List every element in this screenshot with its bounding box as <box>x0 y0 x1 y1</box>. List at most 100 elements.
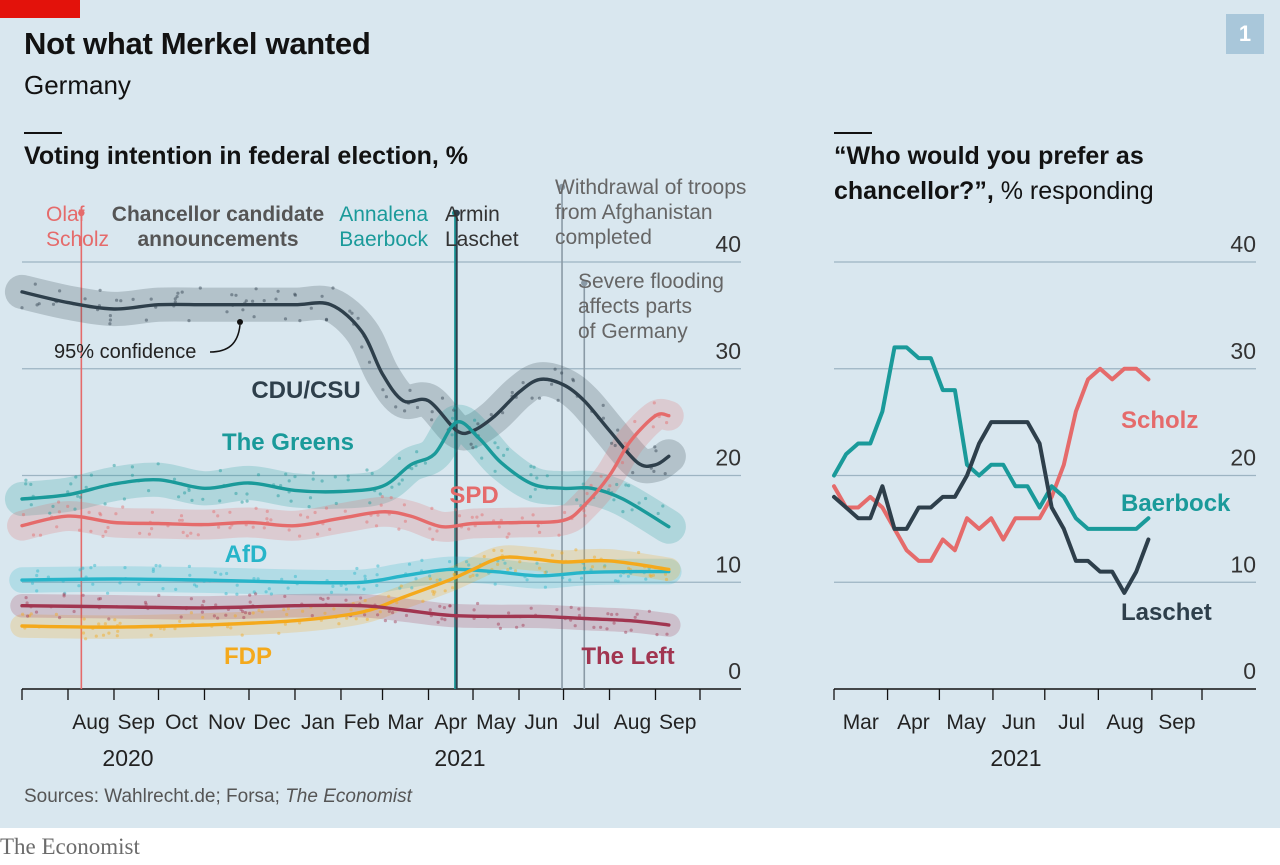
poll-dot <box>448 604 452 608</box>
x-tick-label: Feb <box>344 711 380 734</box>
poll-dot <box>311 477 315 481</box>
poll-dot <box>38 533 43 537</box>
poll-dot <box>103 622 107 626</box>
x-tick-label: Aug <box>614 711 651 734</box>
line-The Left <box>20 603 671 627</box>
poll-dot <box>298 534 302 538</box>
poll-dot <box>518 560 522 564</box>
poll-dot <box>262 526 266 530</box>
poll-dot <box>24 478 28 482</box>
poll-dot <box>81 631 86 635</box>
poll-dot <box>556 398 560 402</box>
poll-dot <box>24 482 28 486</box>
poll-dot <box>149 297 153 301</box>
poll-dot <box>480 513 484 517</box>
x-tick-label: Oct <box>165 711 198 734</box>
x-tick-label: Apr <box>434 711 467 734</box>
poll-dot <box>57 500 61 504</box>
poll-dot <box>289 499 293 503</box>
annotation-candidate: Chancellor candidate <box>112 203 324 226</box>
poll-dot <box>430 506 434 510</box>
poll-dot <box>585 491 589 496</box>
poll-dot <box>376 613 380 617</box>
poll-dot <box>235 583 239 587</box>
poll-dot <box>428 574 432 578</box>
x-tick-label: Mar <box>843 711 879 734</box>
poll-dot <box>529 606 533 610</box>
poll-dot <box>293 293 297 297</box>
poll-dot <box>599 625 603 629</box>
poll-dot <box>375 573 379 577</box>
poll-dot <box>254 592 258 596</box>
poll-dot <box>442 606 446 610</box>
right-chart-title: “Who would you prefer as chancellor?”, %… <box>834 139 1154 209</box>
poll-dot <box>403 409 407 413</box>
poll-dot <box>647 609 652 613</box>
poll-dot <box>267 587 271 591</box>
poll-dot <box>492 548 496 553</box>
poll-dot <box>550 553 555 557</box>
poll-dot <box>84 637 88 641</box>
poll-dot <box>443 618 447 622</box>
poll-dot <box>613 579 618 583</box>
poll-dot <box>501 411 505 415</box>
poll-dot <box>245 499 249 503</box>
poll-dot <box>230 293 234 297</box>
poll-dot <box>25 601 29 605</box>
poll-dot <box>381 388 385 392</box>
x-tick-label: May <box>946 711 986 734</box>
poll-dot <box>633 615 637 619</box>
event-line-afghanistan-dot <box>558 183 566 191</box>
poll-dot <box>316 532 320 536</box>
poll-dot <box>343 509 347 513</box>
poll-dot <box>241 609 245 614</box>
poll-dot <box>329 590 334 595</box>
poll-dot <box>30 581 35 585</box>
poll-dot <box>452 573 456 577</box>
poll-dot <box>553 367 557 371</box>
poll-dot <box>91 582 95 586</box>
poll-dot <box>174 587 178 592</box>
poll-dot <box>254 287 258 291</box>
poll-dot <box>560 371 564 375</box>
poll-dot <box>607 488 611 492</box>
poll-dot <box>408 388 412 392</box>
poll-dot <box>243 611 248 615</box>
poll-dot <box>298 319 302 323</box>
poll-dot <box>344 587 348 591</box>
poll-dot <box>577 607 581 611</box>
poll-dot <box>256 577 260 581</box>
poll-dot <box>535 476 539 480</box>
poll-dot <box>497 525 501 529</box>
right-chart-title-line2: chancellor?”, <box>834 177 994 205</box>
poll-dot <box>644 577 648 581</box>
poll-dot <box>254 506 258 510</box>
poll-dot <box>573 624 577 628</box>
poll-dot <box>248 600 252 604</box>
x-tick-label: Jul <box>1058 711 1085 734</box>
poll-dot <box>260 610 264 614</box>
y-tick-label: 30 <box>1230 338 1256 364</box>
poll-dot <box>528 495 533 499</box>
poll-dot <box>150 527 154 531</box>
poll-dot <box>610 612 614 617</box>
poll-dot <box>307 505 311 509</box>
poll-dot <box>173 627 177 631</box>
poll-dot <box>99 513 103 517</box>
poll-dot <box>400 478 404 482</box>
poll-dot <box>190 498 194 502</box>
poll-dot <box>106 591 110 595</box>
poll-dot <box>252 315 256 319</box>
poll-dot <box>81 566 85 570</box>
poll-dot <box>31 533 36 537</box>
poll-dot <box>378 492 382 496</box>
poll-dot <box>397 527 401 531</box>
poll-dot <box>472 608 476 612</box>
poll-dot <box>592 625 596 630</box>
poll-dot <box>298 621 302 625</box>
poll-dot <box>36 569 40 573</box>
poll-dot <box>161 587 165 591</box>
poll-dot <box>115 634 119 638</box>
poll-dot <box>428 527 432 531</box>
poll-dot <box>33 282 37 286</box>
